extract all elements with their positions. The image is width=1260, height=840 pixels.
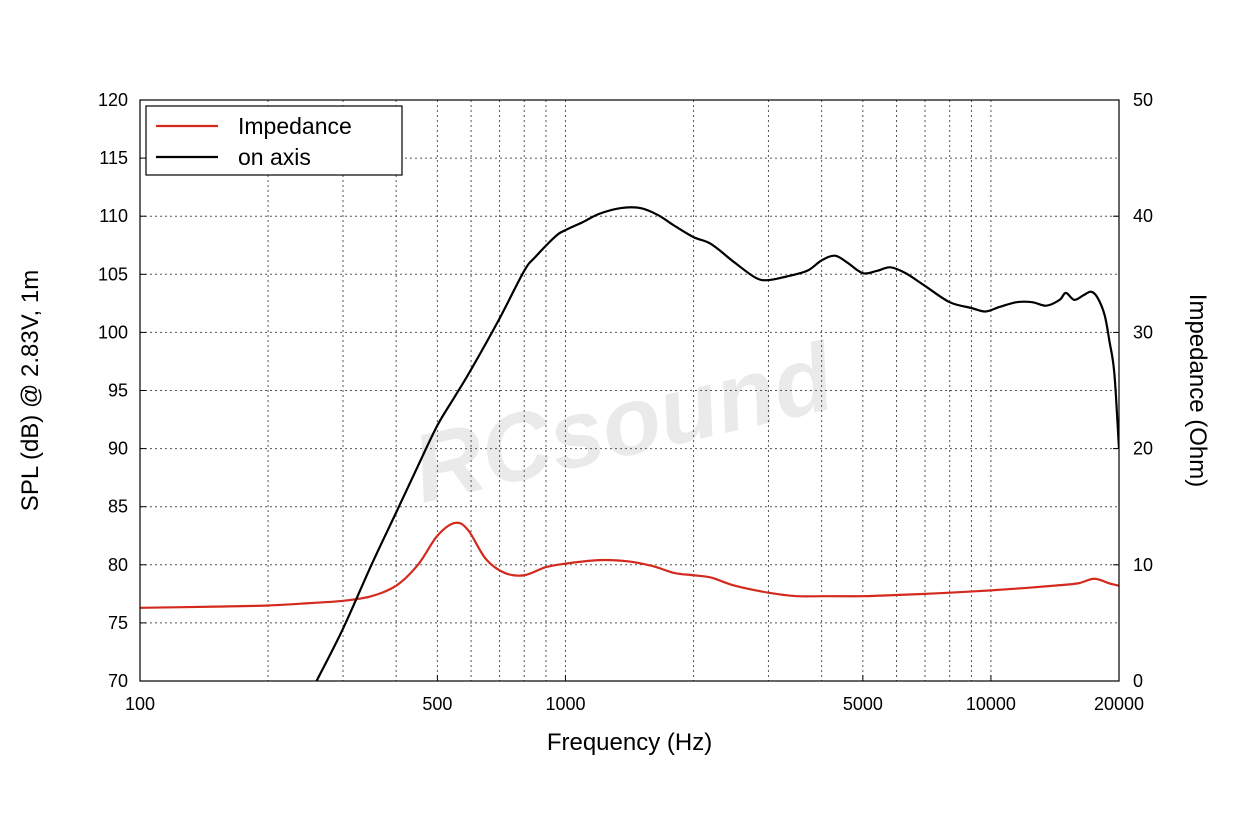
y-tick-label-right: 0: [1133, 671, 1143, 691]
legend-entry-label: on axis: [238, 144, 311, 170]
y-axis-title-left: SPL (dB) @ 2.83V, 1m: [17, 270, 44, 511]
y-tick-label-left: 115: [99, 148, 128, 168]
grid: [140, 100, 1119, 681]
y-tick-label-left: 105: [98, 264, 128, 284]
axis-labels: 70 75 80 85 90 95 100 105 110 115 120 0 10 20 30 40 50 10…: [98, 90, 1153, 714]
x-tick-label: 1000: [545, 694, 585, 714]
series-line-on-axis: [315, 206, 1119, 681]
x-tick-label: 20000: [1094, 694, 1144, 714]
y-tick-label-left: 90: [108, 439, 128, 459]
y-tick-label-left: 100: [98, 322, 128, 342]
y-tick-label-left: 85: [108, 497, 128, 517]
y-tick-label-right: 20: [1133, 439, 1153, 459]
series-line-impedance: [140, 521, 1119, 609]
legend-box: [145, 105, 403, 176]
x-tick-label: 5000: [843, 694, 883, 714]
y-tick-label-left: 95: [108, 381, 128, 401]
x-tick-label: 500: [422, 694, 452, 714]
series-lines: [140, 206, 1119, 681]
x-axis-title: Frequency (Hz): [547, 729, 712, 756]
y-tick-label-right: 10: [1133, 555, 1153, 575]
y-tick-label-right: 50: [1133, 90, 1153, 110]
y-tick-label-left: 120: [98, 90, 128, 110]
y-axis-title-right: Impedance (Ohm): [1184, 294, 1211, 487]
legend-entry-label: Impedance: [238, 113, 352, 139]
axis-ticks: [139, 99, 1120, 682]
y-tick-label-left: 80: [108, 555, 128, 575]
watermark-text: RCsound: [403, 323, 845, 524]
legend: Impedance on axis: [145, 105, 403, 176]
y-tick-label-left: 110: [99, 206, 128, 226]
y-tick-label-left: 70: [108, 671, 128, 691]
watermark: RCsound: [403, 323, 845, 524]
x-tick-label: 100: [125, 694, 155, 714]
y-tick-label-right: 40: [1133, 206, 1153, 226]
y-tick-label-right: 30: [1133, 322, 1153, 342]
x-tick-label: 10000: [966, 694, 1016, 714]
y-tick-label-left: 75: [108, 613, 128, 633]
